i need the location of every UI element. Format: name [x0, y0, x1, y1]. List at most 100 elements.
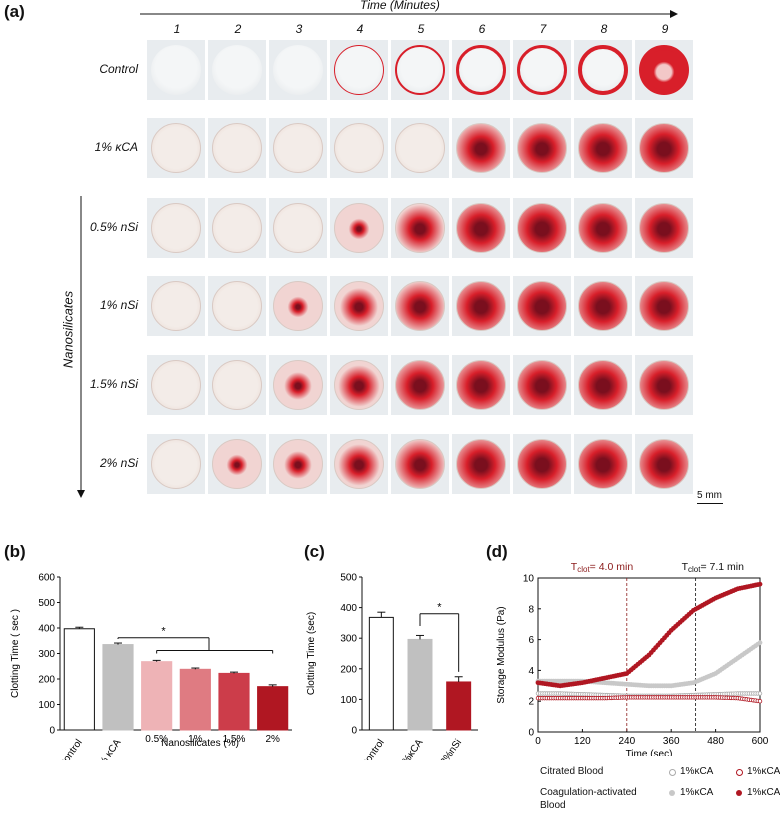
sample-dish	[273, 281, 323, 331]
clot-image-cell	[574, 276, 632, 336]
y-axis-label: Clotting Time (sec)	[306, 612, 317, 695]
clot-image-cell	[208, 276, 266, 336]
x-tick-label: 1%	[188, 734, 203, 745]
clot-image-cell	[513, 40, 571, 100]
sample-dish	[151, 203, 201, 253]
clot-image-cell	[147, 276, 205, 336]
legend-row2-label: Coagulation-activated Blood	[540, 787, 637, 811]
sample-dish	[456, 439, 506, 489]
sample-row-label: 2% nSi	[99, 456, 138, 470]
x-tick-label: Control	[57, 737, 85, 760]
y-tick-label: 200	[38, 675, 55, 686]
clot-image-cell	[208, 40, 266, 100]
legend-row1-label: Citrated Blood	[540, 766, 604, 777]
sample-dish	[212, 439, 262, 489]
x-tick-label: 360	[663, 736, 680, 747]
sample-dish	[273, 360, 323, 410]
clot-image-cell	[269, 40, 327, 100]
sample-dish	[334, 123, 384, 173]
sample-dish	[334, 203, 384, 253]
legend-row1-item2: 1%κCA/2%nSi	[747, 766, 780, 777]
clot-image-cell	[269, 276, 327, 336]
y-axis-label: Storage Modulus (Pa)	[496, 606, 507, 703]
clot-image-cell	[269, 434, 327, 494]
sample-dish	[517, 281, 567, 331]
sample-dish	[456, 203, 506, 253]
bar	[102, 644, 134, 731]
sample-dish	[395, 281, 445, 331]
clot-image-cell	[513, 434, 571, 494]
clot-image-cell	[269, 118, 327, 178]
bar	[407, 638, 433, 731]
x-tick-label: Control	[359, 737, 387, 760]
panel-d-label: (d)	[486, 542, 508, 561]
nanosilicates-label: Nanosilicates	[60, 290, 76, 369]
sample-dish	[273, 123, 323, 173]
sample-dish	[578, 203, 628, 253]
plot-frame	[537, 577, 761, 733]
sample-dish	[639, 45, 689, 95]
sample-dish	[151, 123, 201, 173]
bar	[446, 681, 472, 731]
sample-row-label: 1.5% nSi	[89, 377, 138, 391]
time-column-label: 3	[295, 22, 303, 36]
clot-image-cell	[391, 355, 449, 415]
clot-image-cell	[330, 40, 388, 100]
sample-dish	[639, 281, 689, 331]
time-column-label: 2	[234, 22, 242, 36]
x-tick-label: 1%κCA/2%nSi	[418, 737, 464, 760]
clot-image-cell	[391, 276, 449, 336]
bar	[368, 616, 394, 731]
time-column-label: 8	[600, 22, 608, 36]
data-point	[757, 691, 763, 696]
time-arrow	[140, 10, 678, 18]
sample-dish	[517, 439, 567, 489]
scale-bar-label: 5 mm	[697, 490, 722, 501]
sample-dish	[456, 360, 506, 410]
clot-image-cell	[452, 40, 510, 100]
clot-image-cell	[452, 118, 510, 178]
y-tick-label: 300	[38, 649, 55, 660]
clot-image-cell	[330, 434, 388, 494]
legend-open-red-marker	[736, 769, 743, 776]
x-tick-label: 120	[574, 736, 591, 747]
clot-image-cell	[635, 355, 693, 415]
time-column-label: 9	[661, 22, 669, 36]
panel-b-label: (b)	[4, 542, 26, 561]
sample-row-label: 1% nSi	[99, 298, 138, 312]
clot-image-cell	[452, 276, 510, 336]
y-tick-label: 400	[340, 603, 357, 614]
y-tick-label: 0	[528, 728, 534, 739]
legend-row2-item1: 1%κCA	[680, 787, 714, 798]
sample-dish	[334, 360, 384, 410]
data-point	[757, 698, 763, 704]
sample-dish	[578, 281, 628, 331]
time-column-label: 5	[417, 22, 425, 36]
clot-image-cell	[635, 40, 693, 100]
data-point	[757, 640, 763, 646]
sample-dish	[273, 45, 323, 95]
y-tick-label: 100	[340, 695, 357, 706]
sample-dish	[639, 123, 689, 173]
legend-d: Citrated Blood 1%κCA 1%κCA/2%nSi Coagula…	[540, 764, 780, 816]
x-axis-label: Nanosilicates (%)	[161, 738, 239, 749]
clot-image-cell	[574, 355, 632, 415]
legend-row1-item1: 1%κCA	[680, 766, 714, 777]
sample-dish	[273, 439, 323, 489]
y-tick-label: 300	[340, 634, 357, 645]
x-tick-label: 240	[618, 736, 635, 747]
clot-image-cell	[208, 434, 266, 494]
y-tick-label: 8	[528, 604, 534, 615]
bar	[63, 628, 95, 731]
series	[535, 695, 763, 704]
time-column-label: 1	[173, 22, 181, 36]
sample-row-label: 1% κCA	[94, 140, 138, 154]
sample-row-label: Control	[99, 62, 138, 76]
clot-image-cell	[147, 118, 205, 178]
clot-image-cell	[635, 276, 693, 336]
significance-star: *	[437, 602, 442, 614]
x-axis-label: Time (sec)	[626, 749, 673, 756]
clot-image-cell	[635, 118, 693, 178]
y-tick-label: 6	[528, 635, 534, 646]
